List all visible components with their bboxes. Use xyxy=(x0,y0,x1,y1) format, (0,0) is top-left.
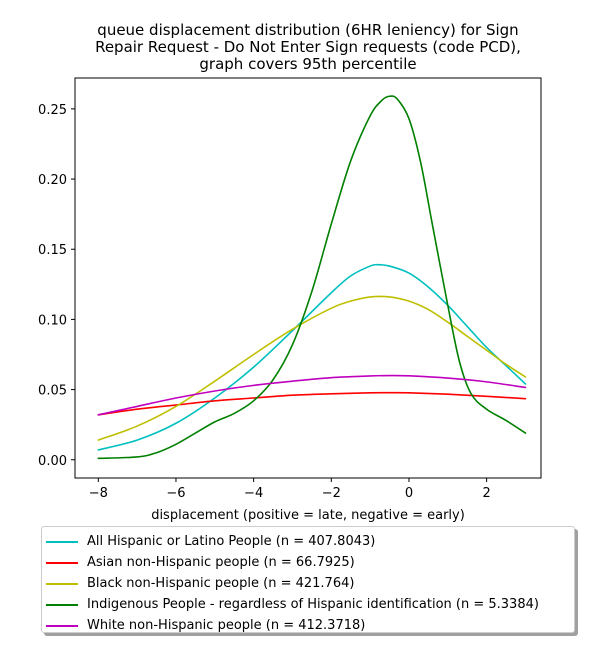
series-line-2 xyxy=(97,391,527,416)
x-axis: −8 −6 −4 −2 0 2 xyxy=(89,478,491,501)
legend-item: Asian non-Hispanic people (n = 66.7925) xyxy=(42,552,574,573)
legend-item: Indigenous People - regardless of Hispan… xyxy=(42,594,574,615)
x-tick-label: 0 xyxy=(405,486,413,501)
y-tick-label: 0.20 xyxy=(38,173,67,188)
y-axis: 0.00 0.05 0.10 0.15 0.20 0.25 xyxy=(38,103,75,469)
legend-item: White non-Hispanic people (n = 412.3718) xyxy=(42,615,574,636)
y-tick-label: 0.15 xyxy=(38,243,67,258)
x-tick-label: 2 xyxy=(482,486,490,501)
x-tick-label: −2 xyxy=(322,486,341,501)
x-tick-label: −8 xyxy=(89,486,108,501)
legend: All Hispanic or Latino People (n = 407.8… xyxy=(41,526,575,633)
x-tick-label: −6 xyxy=(166,486,185,501)
legend-label: Indigenous People - regardless of Hispan… xyxy=(87,597,539,612)
chart-title-line: Repair Request - Do Not Enter Sign reque… xyxy=(95,38,521,56)
legend-swatch xyxy=(46,603,78,606)
legend-swatch xyxy=(46,540,78,543)
x-tick-label: −4 xyxy=(244,486,263,501)
y-tick-label: 0.25 xyxy=(38,103,67,118)
legend-item: All Hispanic or Latino People (n = 407.8… xyxy=(42,531,574,552)
y-tick-label: 0.00 xyxy=(38,454,67,469)
plot-area: −8 −6 −4 −2 0 2 0.00 0.05 0.10 0.15 0.20 0.25 xyxy=(38,77,542,501)
legend-label: Black non-Hispanic people (n = 421.764) xyxy=(87,576,355,591)
legend-swatch xyxy=(46,582,78,585)
legend-label: Asian non-Hispanic people (n = 66.7925) xyxy=(87,555,355,570)
legend-label: All Hispanic or Latino People (n = 407.8… xyxy=(87,534,376,549)
chart-title: queue displacement distribution (6HR len… xyxy=(95,21,521,73)
y-tick-label: 0.05 xyxy=(38,384,67,399)
series-line-3 xyxy=(97,295,527,441)
legend-swatch xyxy=(46,624,78,627)
x-axis-label: displacement (positive = late, negative … xyxy=(151,508,465,523)
legend-swatch xyxy=(46,561,78,564)
plot-frame xyxy=(74,77,542,479)
series-line-4 xyxy=(97,95,527,460)
series-line-5 xyxy=(97,374,527,416)
legend-label: White non-Hispanic people (n = 412.3718) xyxy=(87,618,366,633)
chart-title-line: graph covers 95th percentile xyxy=(199,55,416,73)
chart-title-line: queue displacement distribution (6HR len… xyxy=(97,21,518,39)
legend-item: Black non-Hispanic people (n = 421.764) xyxy=(42,573,574,594)
series-group xyxy=(97,95,527,460)
y-tick-label: 0.10 xyxy=(38,313,67,328)
